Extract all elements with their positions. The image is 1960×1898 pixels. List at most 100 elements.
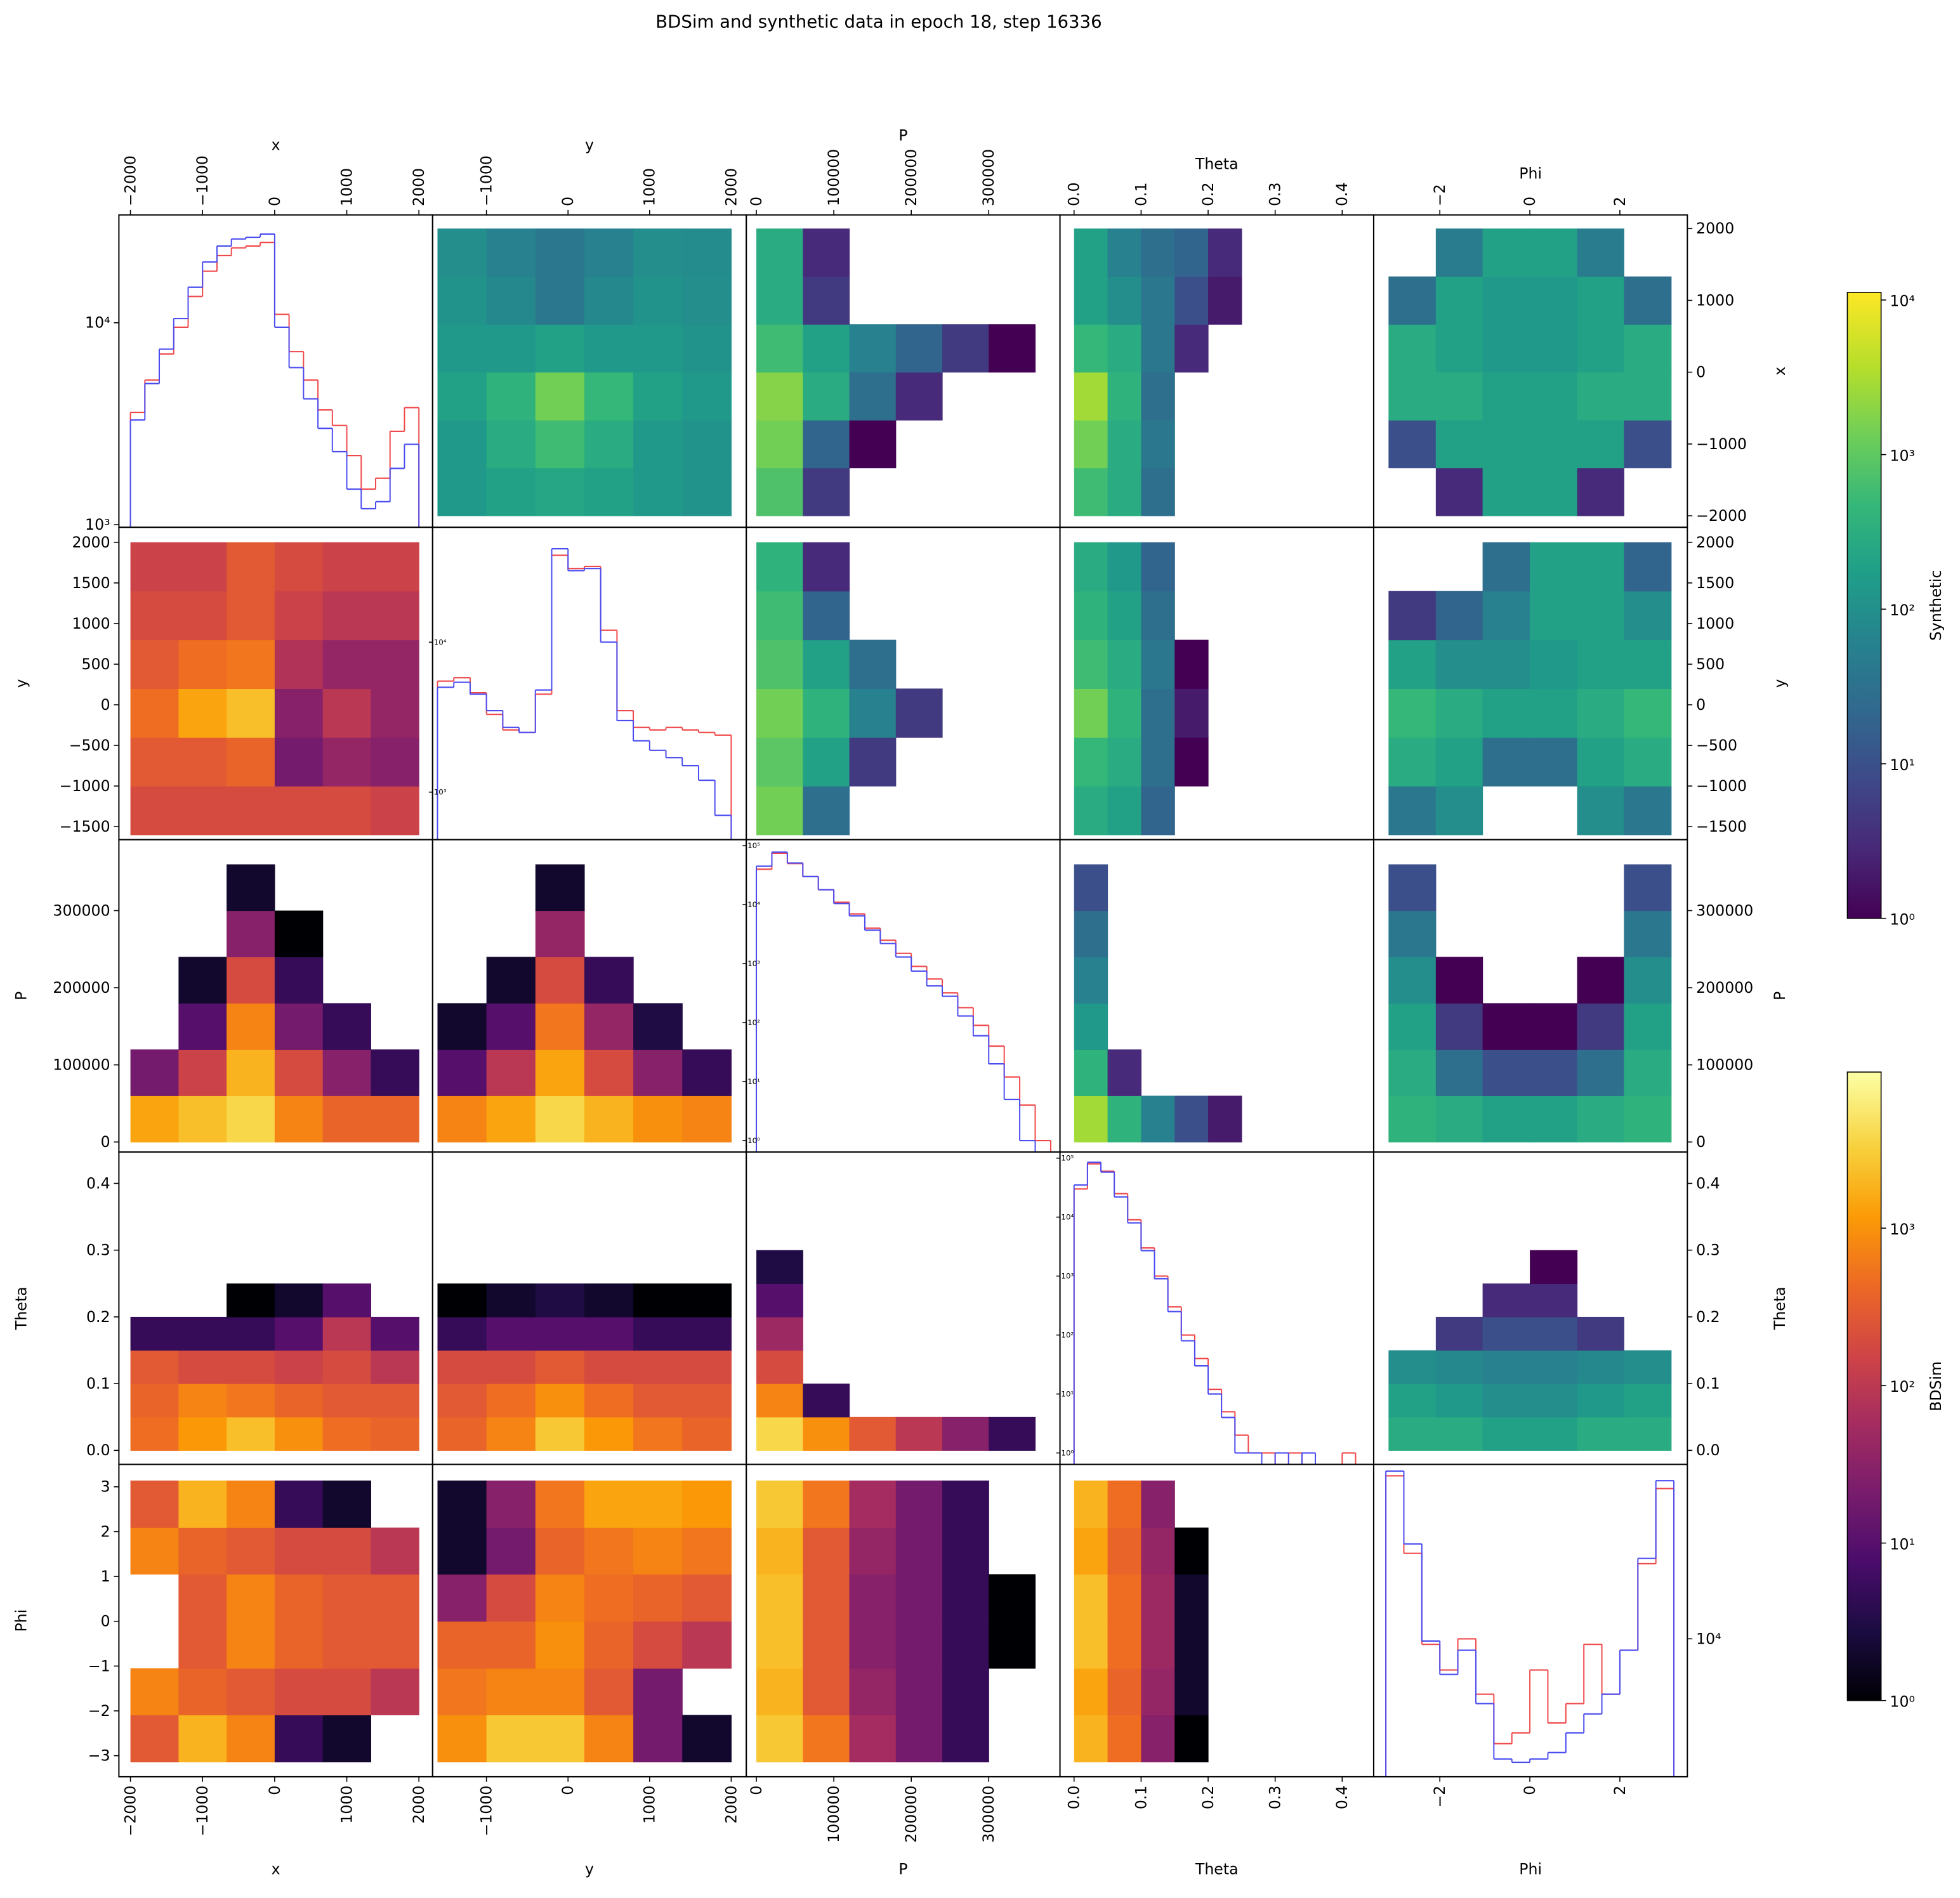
heatmap-cell [1577, 1003, 1624, 1050]
heatmap-cell [178, 591, 227, 641]
heatmap-cell [1107, 468, 1141, 516]
heatmap-cell [1141, 420, 1175, 469]
x-tick-label: −1000 [194, 155, 211, 206]
heatmap-cell [1107, 737, 1141, 787]
x-tick-label: 0.4 [1333, 1786, 1351, 1810]
heatmap-cell [535, 1417, 585, 1451]
heatmap-cell [1482, 1316, 1530, 1351]
heatmap-cell [682, 420, 732, 469]
y-tick-label: 10³ [434, 788, 447, 797]
heatmap-cell [535, 468, 585, 516]
x-tick-label: −1000 [478, 1786, 496, 1836]
heatmap-cell [322, 1668, 371, 1715]
heatmap-cell [1107, 639, 1141, 690]
heatmap-cell [1624, 639, 1672, 690]
heatmap-cell [437, 1480, 487, 1528]
panel-frame [118, 214, 433, 528]
heatmap-cell [178, 542, 227, 592]
heatmap-cell [437, 1417, 487, 1451]
heatmap-cell [274, 1316, 324, 1351]
heatmap-cell [535, 372, 585, 421]
heatmap-cell [1074, 468, 1108, 516]
heatmap-cell [1388, 372, 1437, 421]
heatmap-cell [178, 1316, 227, 1351]
heatmap-cell [227, 1417, 275, 1451]
heatmap-cell [130, 1049, 179, 1096]
heatmap-cell [130, 1528, 179, 1575]
heatmap-cell [756, 324, 803, 373]
heatmap-cell [1530, 1350, 1578, 1384]
heatmap-cell [584, 276, 634, 325]
heatmap-cell [437, 1528, 487, 1575]
heatmap-cell [1074, 1574, 1108, 1622]
panel [437, 1480, 732, 1763]
x-tick-label: 1000 [338, 1786, 355, 1824]
x-tick-label: 2000 [410, 1786, 428, 1824]
heatmap-cell [1435, 957, 1483, 1004]
y-tick-label: 0.1 [86, 1375, 110, 1392]
heatmap-cell [130, 1480, 179, 1528]
y-tick-label: 500 [82, 655, 110, 673]
heatmap-cell [989, 1574, 1036, 1622]
colorbar-label: Synthetic [1927, 570, 1945, 641]
heatmap-cell [942, 1417, 989, 1451]
heatmap-cell [437, 324, 487, 373]
heatmap-cell [1624, 910, 1672, 958]
heatmap-cell [1107, 591, 1141, 641]
x-tick-label: −2 [1431, 1786, 1449, 1808]
panel [437, 228, 732, 516]
heatmap-cell [371, 688, 419, 738]
heatmap-cell [322, 1283, 371, 1318]
x-axis-label: y [585, 136, 594, 154]
x-tick-label: 0.0 [1065, 182, 1083, 206]
heatmap-cell [1530, 1003, 1578, 1050]
heatmap-cell [1435, 1316, 1483, 1351]
heatmap-cell [1624, 542, 1672, 592]
heatmap-cell [535, 324, 585, 373]
heatmap-cell [178, 1049, 227, 1096]
heatmap-cell [584, 1417, 634, 1451]
heatmap-cell [1107, 276, 1141, 325]
y-tick-label: 1000 [1696, 615, 1734, 632]
heatmap-cell [1435, 372, 1483, 421]
heatmap-cell [1107, 688, 1141, 738]
heatmap-cell [895, 688, 943, 738]
heatmap-cell [486, 1096, 536, 1142]
heatmap-cell [1435, 1384, 1483, 1418]
heatmap-cell [130, 786, 179, 835]
heatmap-cell [178, 688, 227, 738]
heatmap-cell [274, 737, 324, 787]
heatmap-cell [274, 542, 324, 592]
y-axis-label: Theta [13, 1286, 30, 1330]
heatmap-cell [1624, 1049, 1672, 1096]
heatmap-cell [756, 1528, 803, 1575]
y-tick-label: 10⁵ [1062, 1154, 1074, 1163]
heatmap-cell [682, 1096, 732, 1142]
heatmap-cell [1388, 688, 1437, 738]
y-tick-label: −1500 [60, 818, 110, 835]
heatmap-cell [849, 1715, 897, 1763]
heatmap-cell [682, 1350, 732, 1384]
y-tick-label: 0 [101, 1133, 110, 1151]
heatmap-cell [227, 1528, 275, 1575]
heatmap-cell [1482, 1003, 1530, 1050]
heatmap-cell [1141, 737, 1175, 787]
heatmap-cell [849, 1668, 897, 1715]
heatmap-cell [1074, 420, 1108, 469]
heatmap-cell [227, 1384, 275, 1418]
y-tick-label: 10³ [747, 959, 760, 968]
heatmap-cell [437, 372, 487, 421]
heatmap-cell [130, 1715, 179, 1763]
heatmap-cell [227, 639, 275, 690]
heatmap-cell [535, 1574, 585, 1622]
heatmap-cell [178, 1668, 227, 1715]
heatmap-cell [486, 1417, 536, 1451]
heatmap-cell [371, 1417, 419, 1451]
heatmap-cell [756, 1621, 803, 1669]
heatmap-cell [371, 737, 419, 787]
heatmap-cell [274, 1417, 324, 1451]
heatmap-cell [1388, 1003, 1437, 1050]
heatmap-cell [756, 1350, 803, 1384]
heatmap-cell [1074, 1480, 1108, 1528]
heatmap-cell [584, 1096, 634, 1142]
